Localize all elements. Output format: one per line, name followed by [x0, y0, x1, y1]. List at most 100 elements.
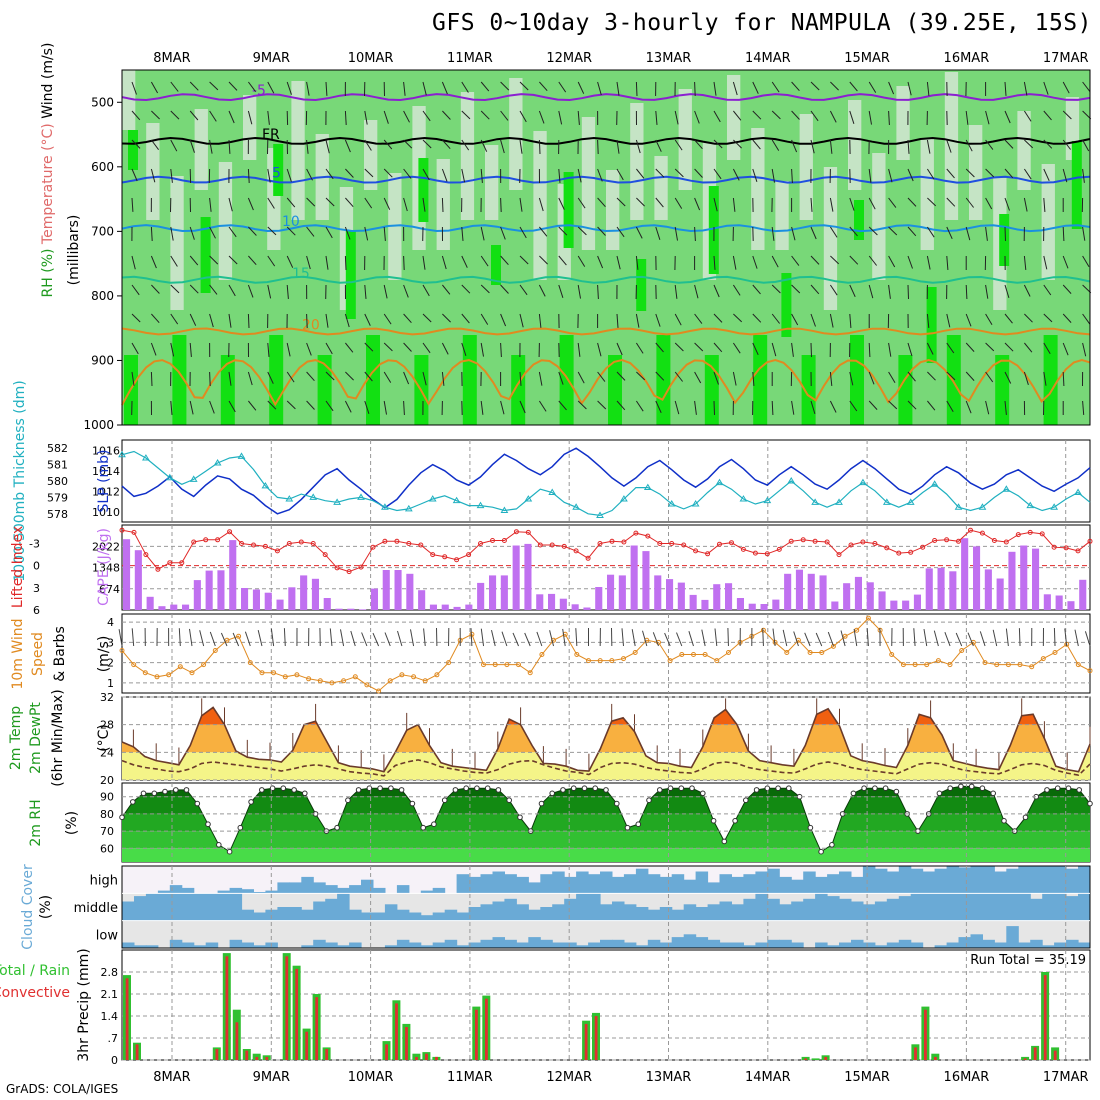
- cloud-bar: [1054, 866, 1067, 894]
- wind-barb: [558, 81, 567, 93]
- cloud-bar: [623, 874, 637, 894]
- wind-barb: [403, 197, 408, 212]
- rh-moist-band: [273, 144, 284, 196]
- cape-bar: [854, 576, 862, 610]
- rh-marker: [646, 797, 652, 804]
- cloud-bar: [1066, 896, 1079, 921]
- wind-barb: [926, 255, 931, 270]
- rh-marker: [119, 814, 125, 821]
- wind-barb: [131, 110, 141, 121]
- wind-barb: [170, 313, 179, 325]
- temp-band-hot: [122, 707, 1090, 725]
- wind-ylabel-1: 10m Wind: [10, 618, 26, 689]
- wind-barb: [791, 226, 796, 241]
- cape-bar: [1020, 545, 1028, 610]
- cloud-bar: [492, 937, 505, 948]
- wind-barb: [228, 110, 235, 124]
- wind-barb: [500, 197, 502, 213]
- cloud-bar: [564, 898, 577, 921]
- rh-marker: [1087, 800, 1093, 807]
- rh-marker: [130, 799, 136, 805]
- rh-marker: [990, 790, 997, 797]
- surface-wind-barb: [793, 631, 799, 647]
- wind-barb: [597, 226, 606, 236]
- cloud-bar: [396, 939, 410, 948]
- wind-speed-marker: [667, 658, 673, 664]
- wind-barb: [888, 110, 890, 126]
- wind-barb: [461, 255, 468, 268]
- cloud-bar: [432, 887, 446, 894]
- cloud-bar: [791, 901, 804, 921]
- cape-bar: [241, 588, 249, 610]
- rh-marker: [194, 800, 201, 807]
- wind-barb: [791, 139, 798, 153]
- wind-barb: [1043, 81, 1049, 95]
- temp-tick-label: 32: [100, 691, 114, 704]
- rh-tick-label: 60: [100, 842, 114, 855]
- cloud-bar: [862, 904, 876, 921]
- precip-tick-label: 2.1: [101, 988, 119, 1001]
- cloud-bar: [277, 907, 290, 921]
- wind-barb: [829, 371, 833, 386]
- cloud-bar: [934, 945, 948, 948]
- cloud-bar: [862, 866, 876, 894]
- wind-barb: [577, 168, 582, 183]
- precip-unit-label: 3hr Precip (mm): [76, 948, 92, 1061]
- wind-barb: [170, 255, 178, 267]
- cloud-bar: [886, 871, 900, 894]
- wind-barb: [422, 197, 426, 212]
- cloud-bar: [982, 893, 995, 921]
- surface-wind-barb: [512, 632, 519, 647]
- thickness-marker: [572, 503, 581, 510]
- rh-dry-band: [460, 92, 475, 220]
- cloud-bar: [456, 912, 470, 921]
- cloud-bar: [910, 868, 924, 894]
- cloud-bar: [970, 893, 983, 921]
- surface-wind-barb: [199, 630, 205, 647]
- cloud-bar: [241, 942, 254, 948]
- cloud-row-label: low: [96, 928, 119, 943]
- wind-barb: [383, 197, 391, 210]
- wind-barb: [771, 313, 780, 324]
- wind-barb: [383, 110, 389, 124]
- rh-dry-band: [509, 78, 523, 190]
- wind-barb: [732, 371, 737, 386]
- rh-fill-group: [122, 786, 1090, 862]
- wind-barb: [228, 81, 238, 91]
- cloud-bar: [1078, 893, 1091, 921]
- wind-barb: [635, 342, 644, 354]
- wind-barb: [616, 197, 626, 207]
- wind-barb: [344, 400, 352, 413]
- wind-barb: [868, 168, 872, 183]
- wind-barb: [519, 400, 526, 414]
- wind-speed-marker: [714, 658, 720, 664]
- cape-bar: [217, 570, 225, 610]
- rh-moist-band: [1071, 141, 1082, 229]
- wind-barb: [888, 284, 891, 299]
- wind-barb: [403, 313, 412, 324]
- wind-barb: [732, 168, 740, 181]
- wind-speed-marker: [609, 658, 615, 664]
- wind-barb: [713, 81, 717, 96]
- lifted-index-marker: [884, 545, 890, 551]
- wind-speed-marker: [434, 672, 440, 678]
- wind10m-frame: [121, 613, 1091, 694]
- wind-barb: [733, 110, 742, 121]
- lifted-index-marker: [729, 540, 734, 546]
- lifted-index-marker: [131, 529, 137, 535]
- rh-dry-band: [799, 114, 813, 220]
- wind-barb: [538, 197, 544, 212]
- wind-barb: [810, 342, 812, 358]
- wind-speed-marker: [784, 650, 790, 655]
- cloud-bar: [767, 868, 780, 894]
- wind-barb: [131, 255, 136, 270]
- wind-barb: [209, 226, 216, 239]
- lifted-index-marker: [621, 539, 627, 545]
- cape-bar: [736, 598, 744, 610]
- cloud-bar: [994, 871, 1007, 894]
- wind-barb: [907, 168, 914, 182]
- slp-ylabel: SLP (mb): [96, 449, 112, 512]
- wind-barb: [1062, 342, 1069, 356]
- cloud-bar: [934, 868, 948, 894]
- wind-barb: [1043, 313, 1053, 323]
